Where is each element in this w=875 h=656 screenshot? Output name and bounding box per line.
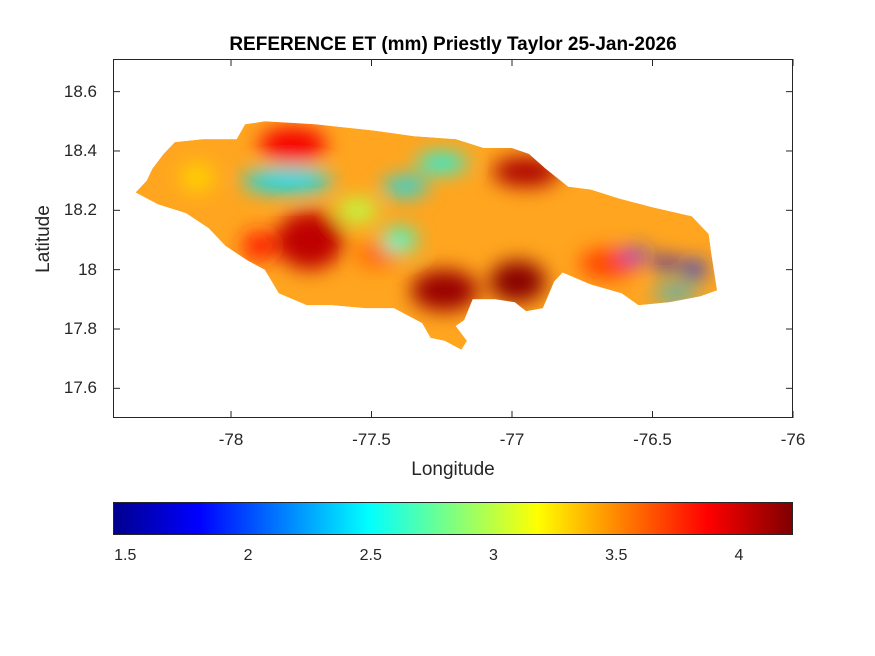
x-tick-label: -78 bbox=[218, 430, 244, 449]
colorbar-tick-label: 2.5 bbox=[359, 547, 382, 564]
et-value-patch bbox=[382, 177, 428, 196]
y-tick-label: 18.6 bbox=[63, 81, 97, 101]
y-tick-label: 18 bbox=[78, 259, 97, 279]
x-tick-label: -76 bbox=[780, 430, 806, 449]
et-value-patch bbox=[242, 231, 276, 261]
y-tick-label: 17.6 bbox=[63, 378, 97, 398]
et-value-patch bbox=[652, 287, 698, 300]
et-value-patch bbox=[275, 210, 344, 270]
y-tick-label: 18.4 bbox=[63, 140, 97, 160]
et-value-patch bbox=[410, 269, 479, 312]
et-value-patch bbox=[242, 168, 333, 193]
et-value-patch bbox=[683, 260, 706, 279]
y-tick-label: 18.2 bbox=[63, 200, 97, 220]
et-value-patch bbox=[489, 260, 546, 303]
colorbar bbox=[113, 502, 793, 535]
et-value-patch bbox=[382, 228, 417, 252]
y-axis-label: Latitude bbox=[33, 205, 54, 273]
et-value-patch bbox=[416, 153, 468, 172]
region-base bbox=[135, 121, 718, 350]
et-value-patch bbox=[492, 156, 560, 187]
x-tick-label: -77 bbox=[499, 430, 525, 449]
et-value-patch bbox=[180, 162, 215, 193]
x-tick-label: -76.5 bbox=[633, 430, 672, 449]
plot-title: REFERENCE ET (mm) Priestly Taylor 25-Jan… bbox=[229, 34, 677, 55]
et-value-patch bbox=[337, 198, 378, 223]
y-tick-label: 17.8 bbox=[63, 318, 97, 338]
colorbar-tick-label: 3 bbox=[489, 547, 498, 564]
colorbar-tick-label: 2 bbox=[243, 547, 253, 564]
colorbar-tick-label: 4 bbox=[734, 547, 744, 564]
et-value-patch bbox=[652, 257, 681, 270]
et-value-patch bbox=[354, 242, 400, 267]
x-tick-label: -77.5 bbox=[352, 430, 391, 449]
et-value-patch bbox=[579, 248, 636, 279]
colorbar-tick-label: 1.5 bbox=[114, 547, 137, 564]
et-value-patch bbox=[621, 248, 650, 261]
colorbar-tick-label: 3.5 bbox=[605, 547, 628, 564]
x-axis-label: Longitude bbox=[411, 459, 495, 480]
et-value-patch bbox=[259, 127, 327, 163]
jamaica-region bbox=[135, 121, 718, 350]
